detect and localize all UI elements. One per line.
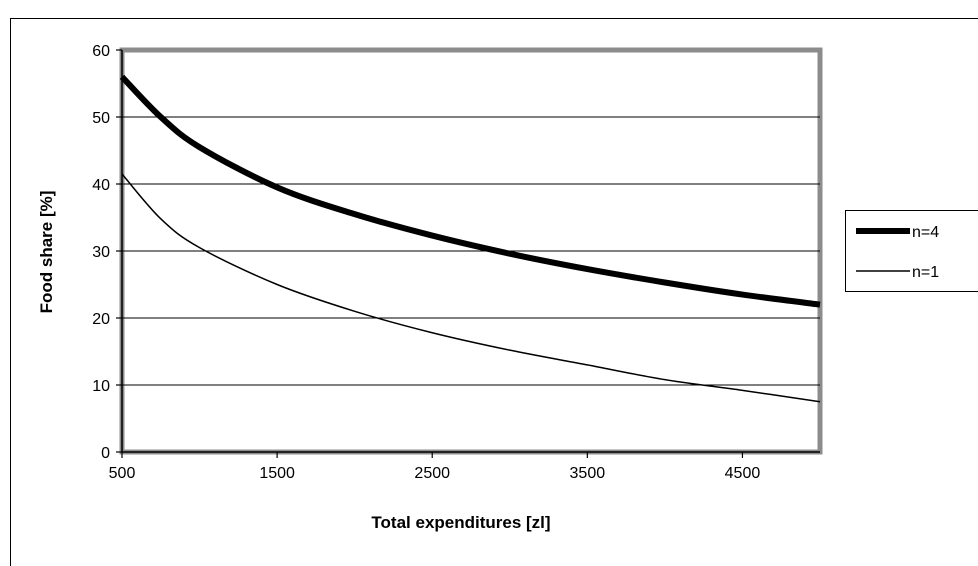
y-axis-label: Food share [%] bbox=[37, 191, 56, 314]
x-tick-label-3500: 3500 bbox=[570, 465, 606, 482]
series-layer bbox=[119, 74, 821, 403]
x-tick-label-4500: 4500 bbox=[725, 465, 761, 482]
legend: n=4 n=1 bbox=[845, 210, 978, 292]
x-tick-label-1500: 1500 bbox=[259, 465, 295, 482]
x-axis-label: Total expenditures [zl] bbox=[371, 513, 550, 532]
y-tick-label-60: 60 bbox=[92, 43, 110, 60]
axes bbox=[116, 49, 820, 458]
y-tick-label-10: 10 bbox=[92, 378, 110, 395]
y-tick-label-40: 40 bbox=[92, 177, 110, 194]
y-tick-label-30: 30 bbox=[92, 244, 110, 261]
legend-label-n4: n=4 bbox=[912, 224, 939, 241]
tick-labels: 0 10 20 30 40 50 60 500 1500 2500 3500 4500 bbox=[92, 43, 760, 482]
legend-box bbox=[845, 210, 978, 292]
series-line-n1 bbox=[121, 173, 821, 403]
x-tick-label-2500: 2500 bbox=[414, 465, 450, 482]
y-tick-label-0: 0 bbox=[101, 445, 110, 462]
chart-area-border bbox=[10, 18, 978, 566]
legend-label-n1: n=1 bbox=[912, 264, 939, 281]
y-tick-label-20: 20 bbox=[92, 311, 110, 328]
y-tick-label-50: 50 bbox=[92, 110, 110, 127]
series-line-n4 bbox=[119, 74, 821, 308]
x-tick-label-500: 500 bbox=[109, 465, 136, 482]
